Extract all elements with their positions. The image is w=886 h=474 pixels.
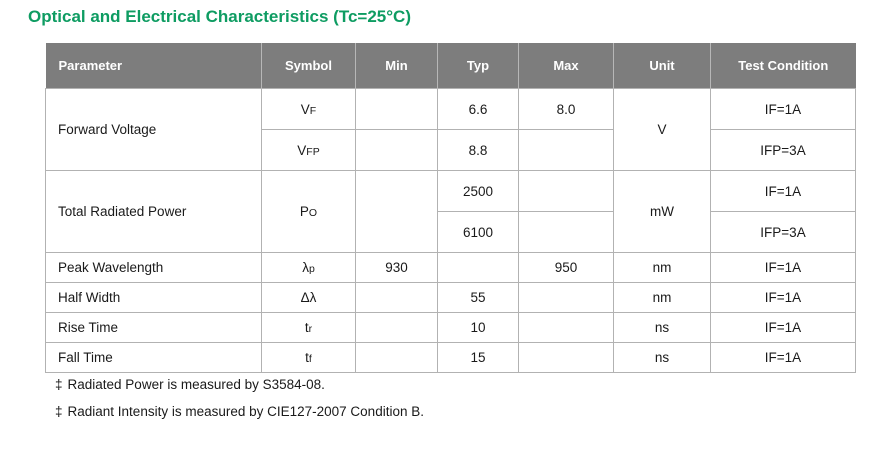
characteristics-table: Parameter Symbol Min Typ Max Unit Test C… [45,43,856,373]
footnote-text: Radiated Power is measured by S3584-08. [67,377,325,392]
symbol-cell: λp [261,252,356,283]
typ-cell: 10 [437,312,519,343]
min-cell [355,342,438,373]
symbol-cell: VF [261,88,356,130]
condition-cell: IF=1A [710,88,856,130]
double-dagger-icon: ‡ [55,377,63,392]
min-cell [355,170,438,253]
table-row-vf: Forward Voltage VF 6.6 8.0 V IF=1A [45,88,856,171]
param-cell: Peak Wavelength [45,252,262,283]
unit-cell: nm [613,282,711,313]
unit-cell: ns [613,342,711,373]
symbol-cell: VFP [261,129,356,171]
symbol-cell: tr [261,312,356,343]
condition-cell: IFP=3A [710,129,856,171]
max-cell [518,170,614,212]
table-row-peak-wavelength: Peak Wavelength λp 930 950 nm IF=1A [45,252,856,283]
header-min: Min [355,43,438,89]
condition-cell: IF=1A [710,312,856,343]
table-row-rise-time: Rise Time tr 10 ns IF=1A [45,312,856,343]
page-title: Optical and Electrical Characteristics (… [28,7,411,26]
header-unit: Unit [613,43,711,89]
symbol-main: P [299,204,309,219]
header-row: Parameter Symbol Min Typ Max Unit Test C… [45,43,856,89]
max-cell [518,211,614,253]
table-row-po-2: 6100 IFP=3A [46,211,856,253]
symbol-sub: p [308,263,315,275]
min-cell [355,129,438,171]
double-dagger-icon: ‡ [55,404,63,419]
unit-cell: ns [613,312,711,343]
header-parameter: Parameter [45,43,262,89]
typ-cell: 6.6 [437,88,519,130]
symbol-sub: f [308,353,312,365]
symbol-cell: tf [261,342,356,373]
symbol-cell: Δλ [261,282,356,313]
condition-cell: IFP=3A [710,211,856,253]
max-cell: 8.0 [518,88,614,130]
symbol-cell: PO [261,170,356,253]
max-cell [518,342,614,373]
typ-cell [437,252,519,283]
symbol-main: t [304,320,309,335]
typ-cell: 55 [437,282,519,313]
typ-cell: 2500 [437,170,519,212]
symbol-sub: O [308,207,318,219]
max-cell [518,129,614,171]
symbol-main: Δλ [300,290,317,305]
symbol-main: V [300,101,310,117]
condition-cell: IF=1A [710,342,856,373]
condition-cell: IF=1A [710,252,856,283]
symbol-sub: FP [306,145,320,158]
param-cell: Fall Time [45,342,262,373]
unit-cell: V [613,88,711,171]
param-cell: Half Width [45,282,262,313]
table-row-po-1: Total Radiated Power PO 2500 mW IF=1A [45,170,856,253]
param-cell: Total Radiated Power [45,170,262,253]
symbol-main: t [305,350,309,365]
header-typ: Typ [437,43,519,89]
min-cell: 930 [355,252,438,283]
unit-cell: mW [613,170,711,253]
header-symbol: Symbol [261,43,356,89]
table-row-fall-time: Fall Time tf 15 ns IF=1A [45,342,856,373]
min-cell [355,282,438,313]
header-max: Max [518,43,614,89]
typ-cell: 15 [437,342,519,373]
footnote: ‡ Radiant Intensity is measured by CIE127… [55,404,424,419]
max-cell: 950 [518,252,614,283]
footnote-text: Radiant Intensity is measured by CIE127-… [67,404,424,419]
max-cell [518,282,614,313]
param-cell: Forward Voltage [45,88,262,171]
table-row-half-width: Half Width Δλ 55 nm IF=1A [45,282,856,313]
min-cell [355,88,438,130]
symbol-sub: r [308,323,313,335]
unit-cell: nm [613,252,711,283]
symbol-main: V [297,142,307,158]
typ-cell: 8.8 [437,129,519,171]
symbol-sub: F [309,104,317,117]
footnote: ‡ Radiated Power is measured by S3584-08. [55,377,325,392]
min-cell [355,312,438,343]
symbol-main: λ [302,260,309,275]
max-cell [518,312,614,343]
typ-cell: 6100 [437,211,519,253]
condition-cell: IF=1A [710,282,856,313]
header-test-condition: Test Condition [710,43,856,89]
table-row-vfp: VFP 8.8 IFP=3A [46,129,856,171]
condition-cell: IF=1A [710,170,856,212]
param-cell: Rise Time [45,312,262,343]
